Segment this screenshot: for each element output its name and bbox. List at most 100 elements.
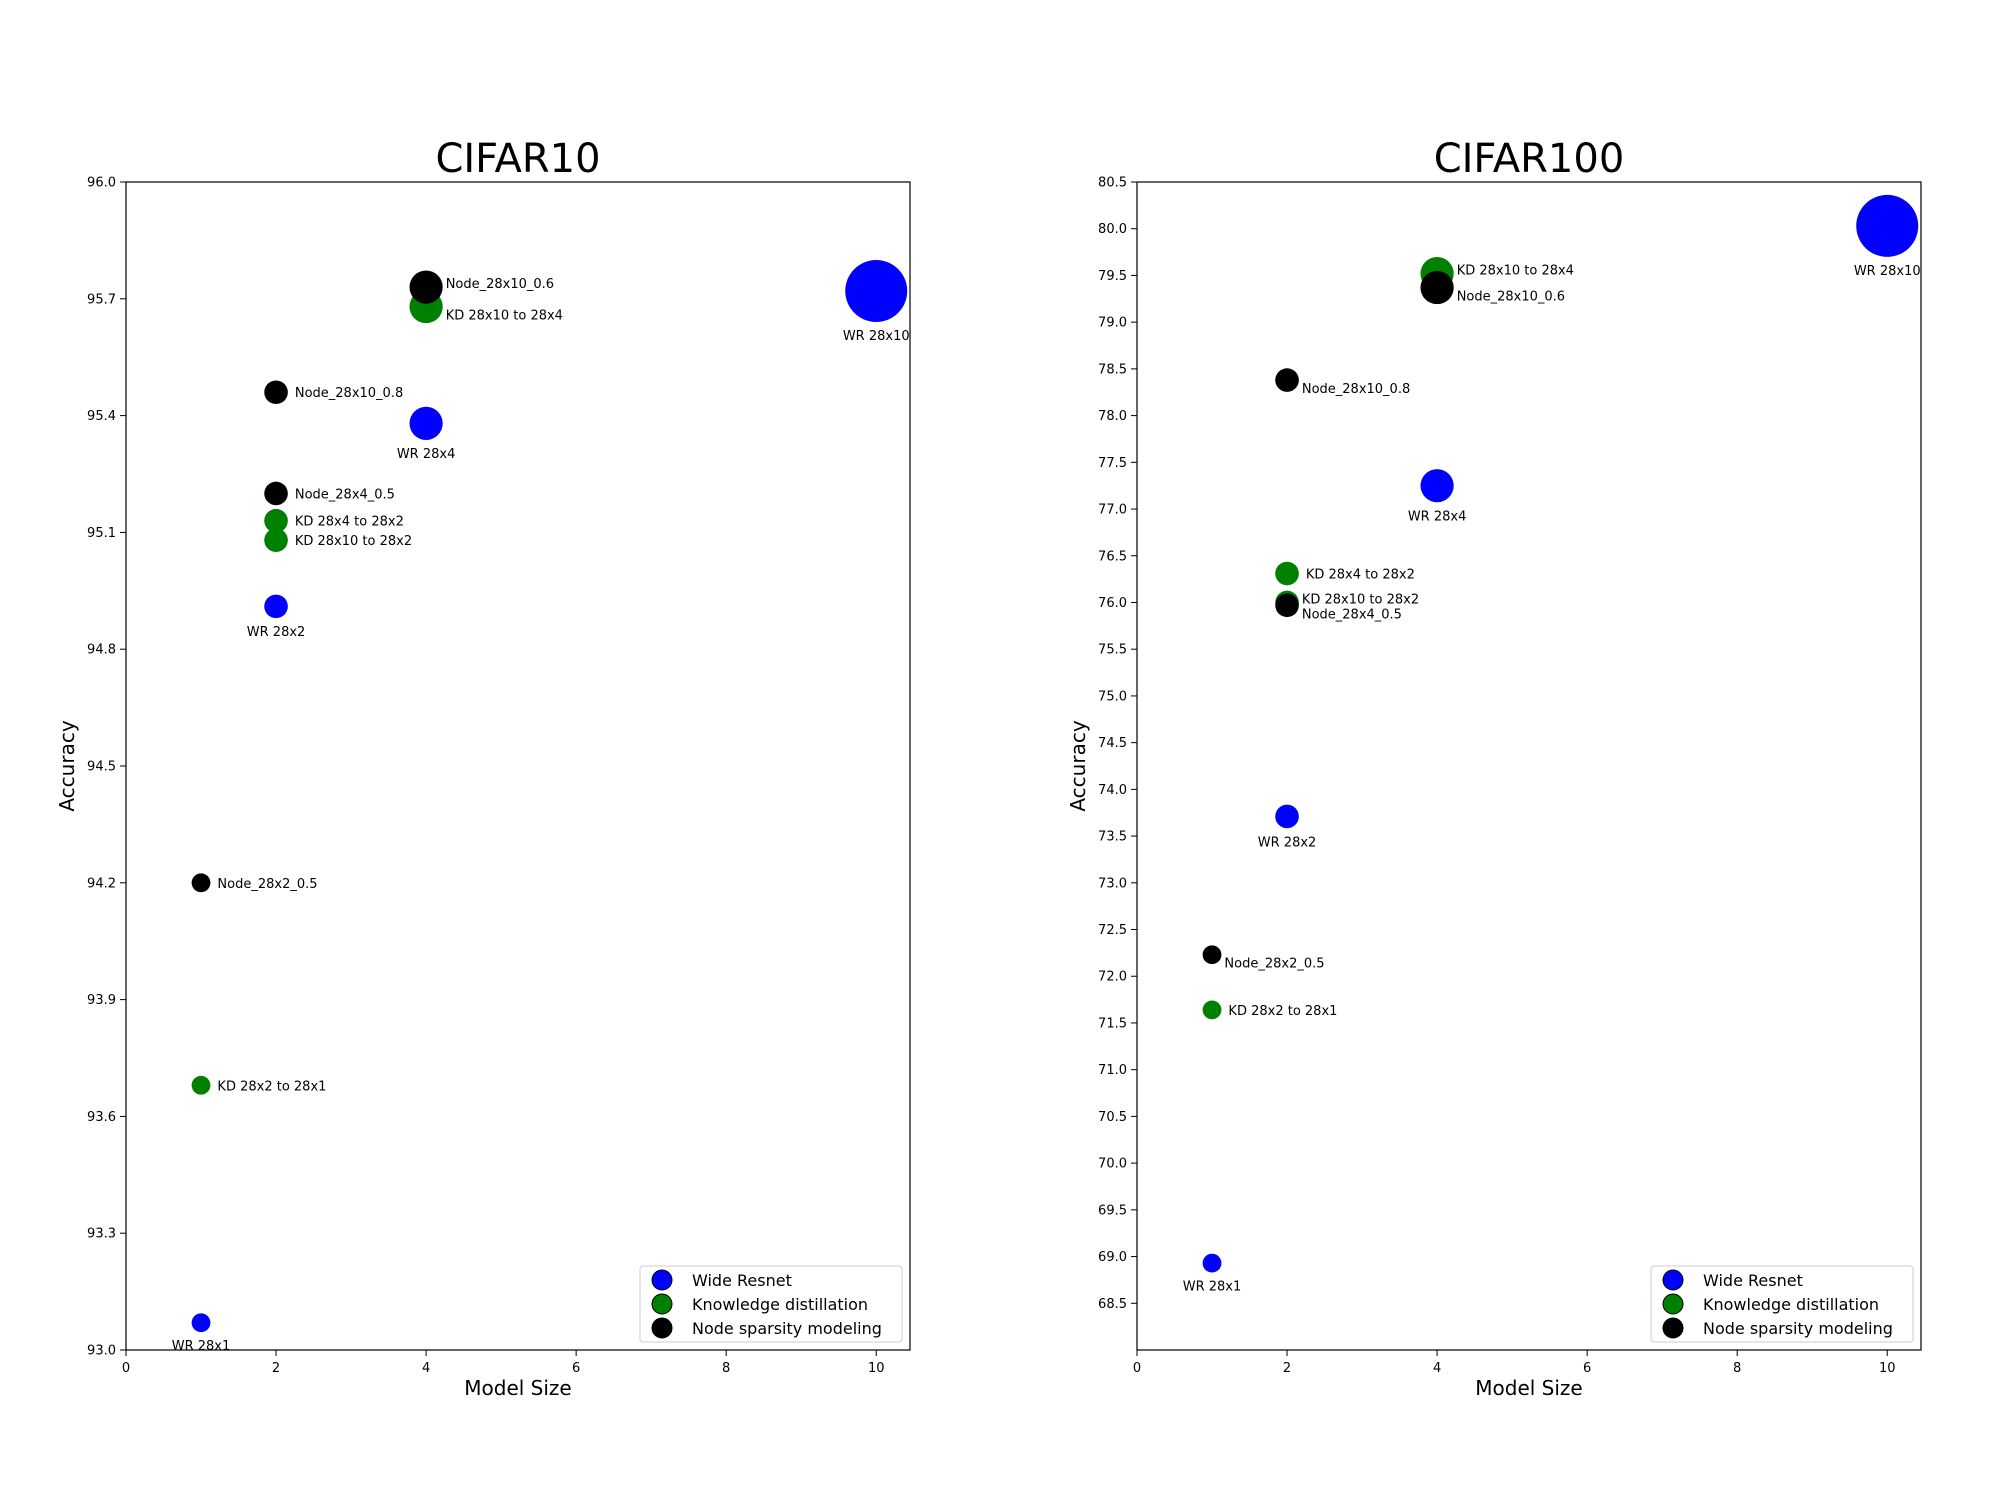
x-tick-label: 6 — [572, 1361, 580, 1376]
x-tick-label: 6 — [1583, 1361, 1591, 1376]
legend-box — [639, 1265, 903, 1343]
y-axis-label: Accuracy — [1066, 720, 1090, 811]
legend-marker — [1662, 1293, 1684, 1315]
data-point — [264, 594, 288, 619]
y-tick-label: 69.5 — [1098, 1203, 1127, 1218]
data-point — [191, 1313, 211, 1333]
x-tick-label: 0 — [1133, 1361, 1141, 1376]
y-tick-label: 79.0 — [1098, 316, 1127, 331]
x-tick-label: 10 — [1879, 1361, 1896, 1376]
x-axis-label: Model Size — [1475, 1376, 1582, 1400]
y-tick-label: 76.5 — [1098, 549, 1127, 564]
y-tick-label: 93.0 — [87, 1344, 116, 1359]
data-point — [845, 260, 908, 323]
point-label: Node_28x10_0.6 — [1457, 290, 1565, 305]
y-tick-label: 79.5 — [1098, 269, 1127, 284]
data-point — [191, 1075, 211, 1095]
x-tick-label: 0 — [122, 1361, 130, 1376]
point-label: Node_28x2_0.5 — [1224, 957, 1324, 972]
y-tick-label: 77.0 — [1098, 503, 1127, 518]
point-label: Node_28x4_0.5 — [1302, 607, 1402, 622]
point-label: WR 28x2 — [247, 625, 306, 640]
x-tick-label: 8 — [722, 1361, 730, 1376]
y-tick-label: 72.5 — [1098, 923, 1127, 938]
data-point — [409, 270, 443, 304]
data-point — [409, 406, 443, 440]
data-point — [1856, 194, 1919, 257]
y-tick-label: 68.5 — [1098, 1297, 1127, 1312]
y-tick-label: 76.0 — [1098, 596, 1127, 611]
x-tick-label: 8 — [1733, 1361, 1741, 1376]
point-label: KD 28x4 to 28x2 — [295, 515, 404, 530]
x-tick-label: 10 — [868, 1361, 885, 1376]
chart-panel-cifar100: CIFAR100 Model Size Accuracy 0 2 4 6 8 10 68.5… — [1066, 136, 1922, 1400]
data-point — [264, 528, 288, 552]
point-label: KD 28x10 to 28x2 — [295, 534, 412, 549]
y-tick-label: 78.0 — [1098, 409, 1127, 424]
point-label: KD 28x2 to 28x1 — [217, 1079, 326, 1094]
point-label: WR 28x4 — [1408, 509, 1467, 524]
y-tick-label: 96.0 — [87, 176, 116, 191]
x-tick-label: 2 — [1283, 1361, 1291, 1376]
point-label: WR 28x2 — [1258, 835, 1317, 850]
legend-marker — [651, 1293, 673, 1315]
x-axis-label: Model Size — [464, 1376, 571, 1400]
y-tick-label: 93.6 — [87, 1110, 116, 1125]
point-label: Node_28x2_0.5 — [217, 877, 317, 892]
y-tick-label: 94.5 — [87, 760, 116, 775]
y-tick-label: 71.5 — [1098, 1016, 1127, 1031]
y-tick-label: 94.2 — [87, 876, 116, 891]
y-tick-label: 77.5 — [1098, 456, 1127, 471]
point-label: WR 28x10 — [843, 329, 910, 344]
legend-marker — [1662, 1317, 1684, 1339]
legend: Wide Resnet Knowledge distillation Node sp… — [639, 1265, 903, 1343]
y-tick-label: 93.9 — [87, 993, 116, 1008]
y-tick-label: 94.8 — [87, 643, 116, 658]
plot-frame — [1136, 181, 1922, 1351]
legend-marker — [651, 1317, 673, 1339]
data-point — [1420, 270, 1454, 305]
y-tick-label: 70.5 — [1098, 1110, 1127, 1125]
data-point — [1275, 593, 1299, 618]
y-tick-label: 75.0 — [1098, 689, 1127, 704]
legend-marker — [651, 1269, 673, 1291]
y-axis-label: Accuracy — [55, 720, 79, 811]
point-label: WR 28x4 — [397, 447, 456, 462]
y-tick-label: 69.0 — [1098, 1250, 1127, 1265]
legend-entry: Node sparsity modeling — [1703, 1319, 1893, 1338]
data-point — [1420, 469, 1454, 503]
point-label: Node_28x4_0.5 — [295, 487, 395, 502]
legend-entry: Wide Resnet — [692, 1271, 792, 1290]
chart-title: CIFAR100 — [1434, 136, 1625, 182]
y-tick-label: 95.7 — [87, 292, 116, 307]
legend-marker — [1662, 1269, 1684, 1291]
legend-entry: Knowledge distillation — [692, 1295, 868, 1314]
data-point — [264, 508, 288, 533]
data-point — [1275, 804, 1299, 829]
point-label: KD 28x10 to 28x4 — [446, 309, 563, 324]
y-tick-label: 74.0 — [1098, 783, 1127, 798]
y-tick-label: 78.5 — [1098, 362, 1127, 377]
y-tick-label: 95.4 — [87, 409, 116, 424]
legend-entry: Node sparsity modeling — [692, 1319, 882, 1338]
data-point — [1202, 1000, 1222, 1020]
y-tick-label: 73.5 — [1098, 830, 1127, 845]
legend-entry: Wide Resnet — [1703, 1271, 1803, 1290]
y-tick-label: 95.1 — [87, 526, 116, 541]
y-tick-label: 80.5 — [1098, 176, 1127, 191]
point-label: Node_28x10_0.6 — [446, 277, 554, 292]
point-label: KD 28x10 to 28x2 — [1302, 592, 1419, 607]
y-tick-label: 72.0 — [1098, 970, 1127, 985]
data-point — [264, 380, 288, 405]
point-label: KD 28x10 to 28x4 — [1457, 264, 1574, 279]
y-tick-label: 75.5 — [1098, 643, 1127, 658]
data-point — [1275, 561, 1299, 586]
x-tick-label: 4 — [1433, 1361, 1441, 1376]
legend-box — [1650, 1265, 1914, 1343]
data-point — [1202, 1253, 1222, 1273]
y-tick-label: 70.0 — [1098, 1157, 1127, 1172]
y-tick-label: 74.5 — [1098, 736, 1127, 751]
chart-panel-cifar10: CIFAR10 Model Size Accuracy 0 2 4 6 8 10 93.0 9… — [55, 136, 911, 1400]
point-label: KD 28x4 to 28x2 — [1306, 568, 1415, 583]
